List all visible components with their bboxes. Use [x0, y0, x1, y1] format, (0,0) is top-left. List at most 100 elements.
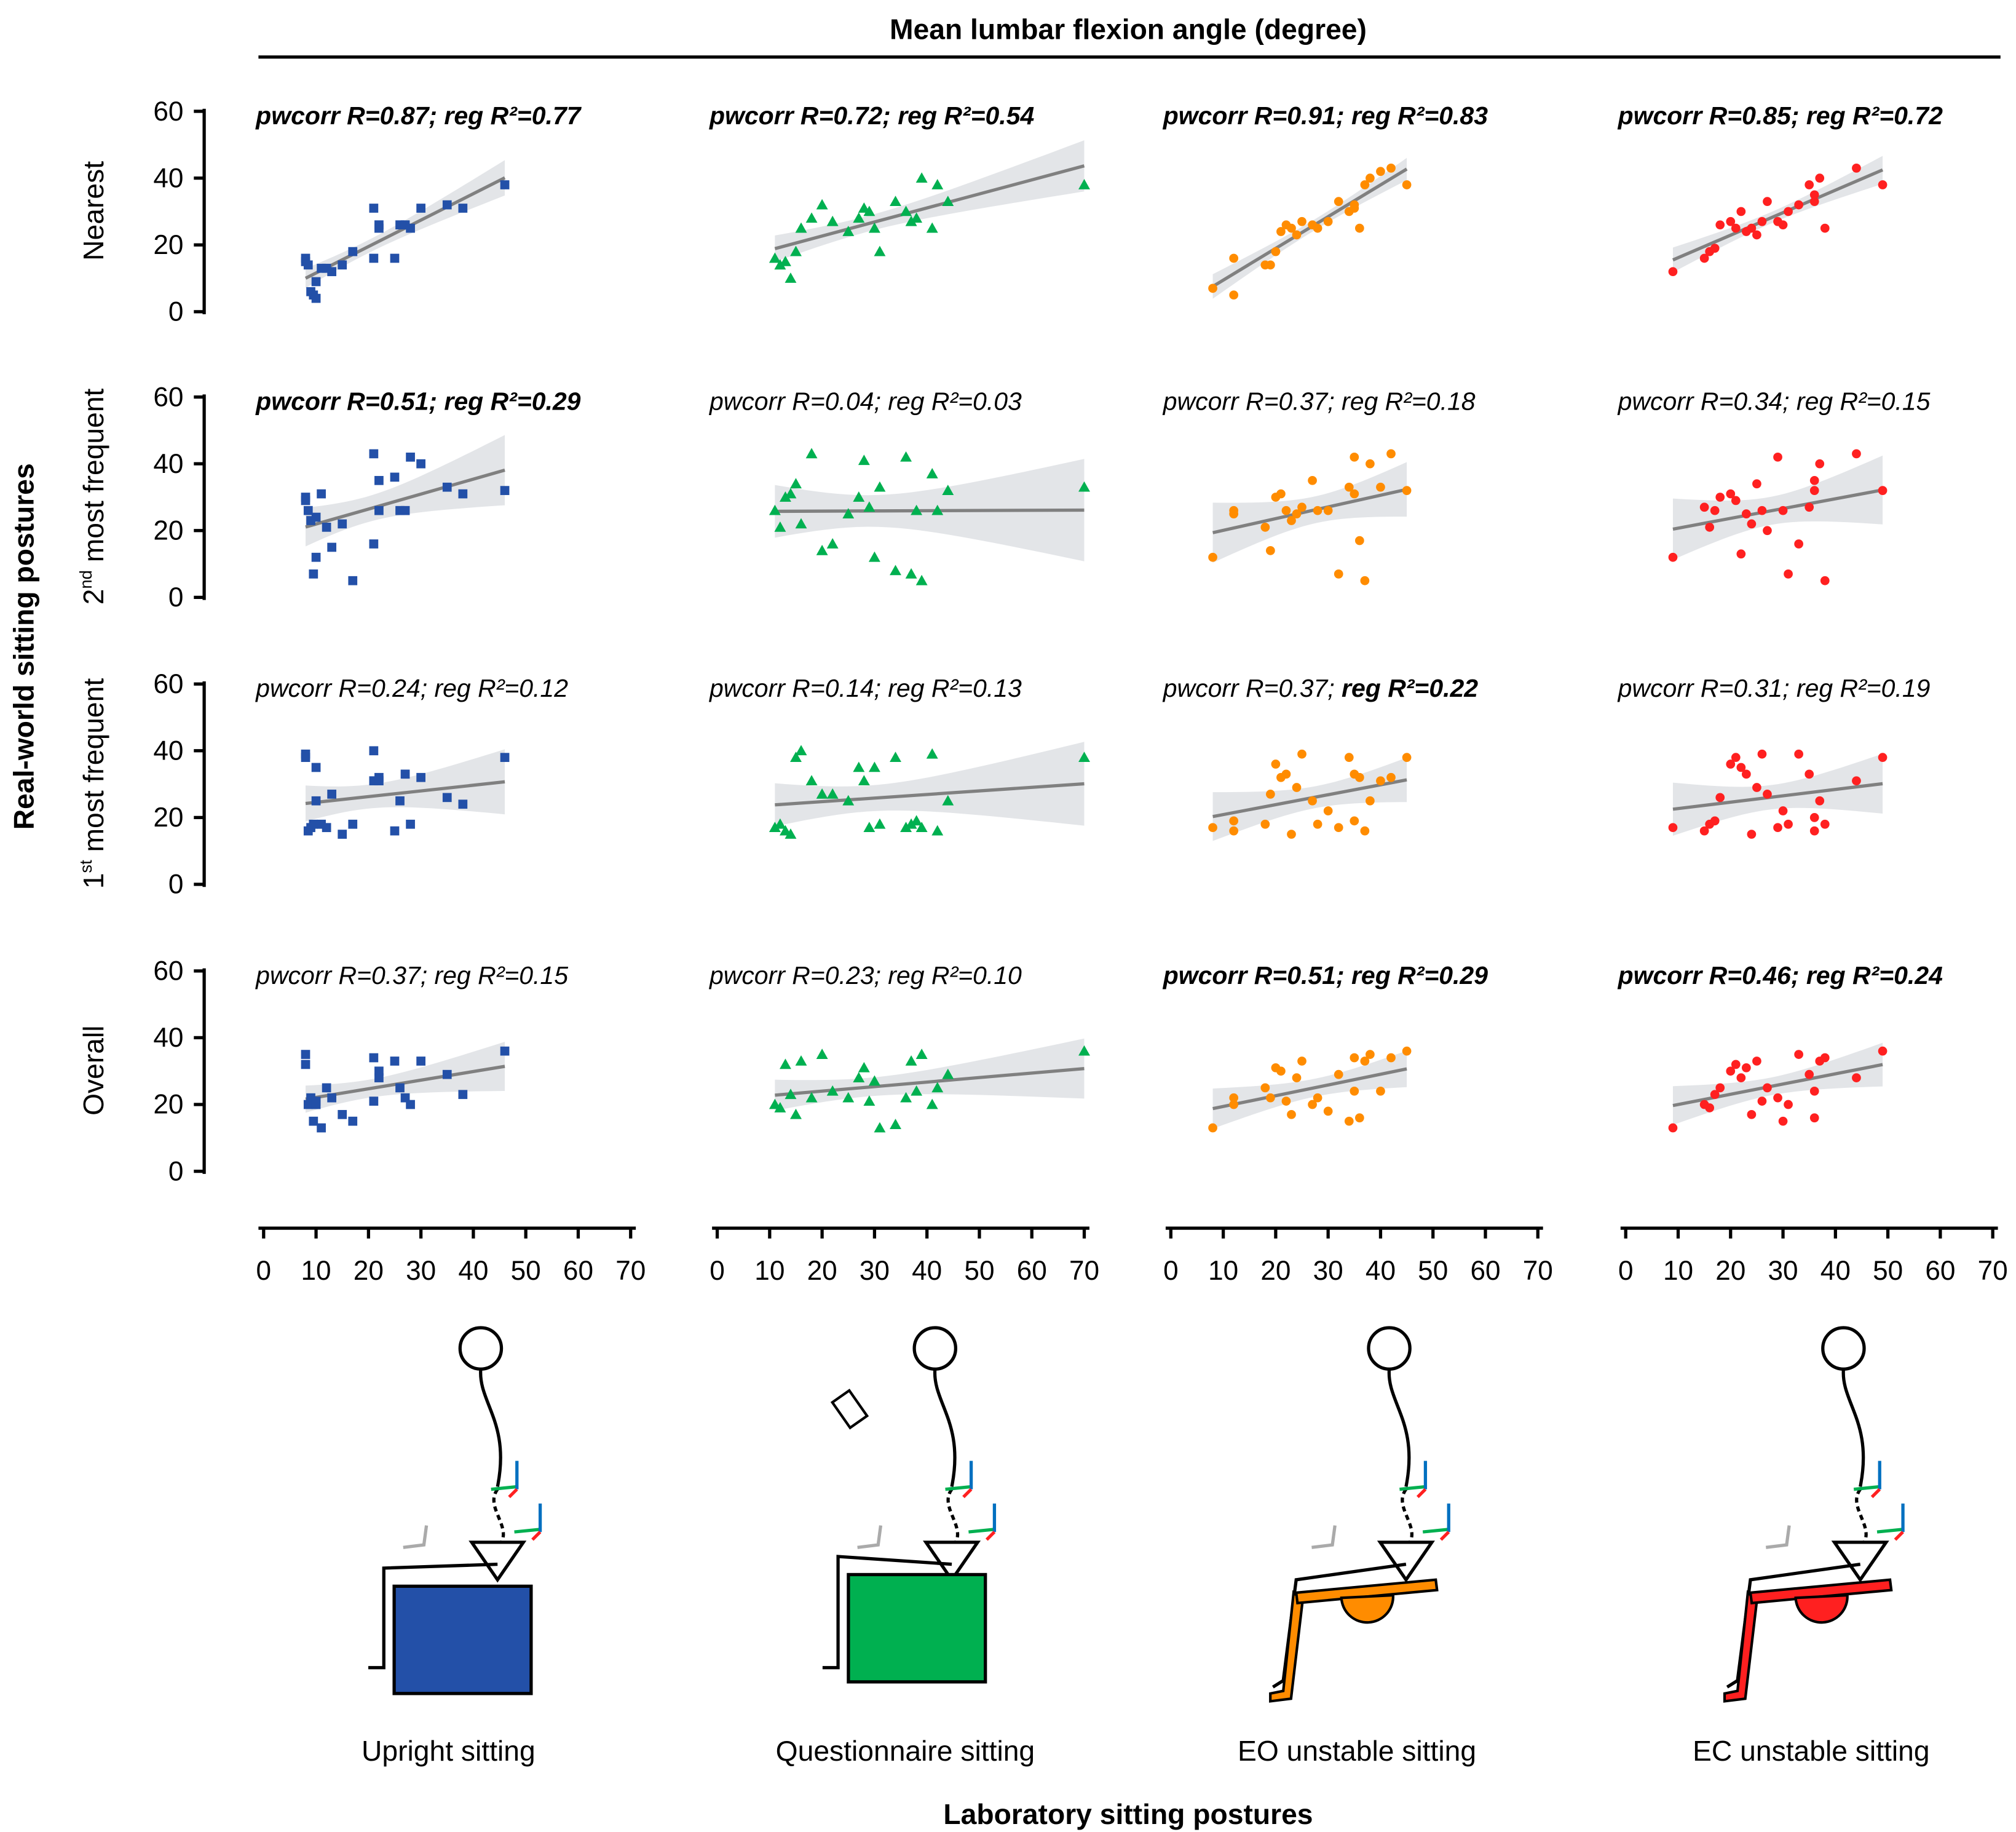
data-point: [915, 574, 928, 585]
data-point: [1271, 759, 1281, 769]
data-point: [369, 1096, 379, 1106]
regression-line: [1672, 1063, 1883, 1108]
data-point: [322, 522, 331, 532]
data-point: [1747, 1109, 1757, 1119]
regression-line: [775, 1066, 1085, 1097]
scatter-panel: pwcorr R=0.31; reg R²=0.19: [1617, 674, 1930, 839]
data-point: [1208, 823, 1217, 833]
annotation-part: pwcorr R=0.04;: [708, 387, 881, 416]
data-point: [1773, 452, 1782, 462]
data-point: [1752, 230, 1761, 240]
data-point: [317, 489, 326, 499]
y-tick-label: 40: [153, 1023, 183, 1053]
data-point: [458, 1090, 468, 1100]
data-point: [1266, 545, 1275, 555]
data-point: [1354, 223, 1364, 233]
data-point: [1229, 1100, 1239, 1109]
data-point: [390, 826, 400, 836]
scatter-panel: pwcorr R=0.37; reg R²=0.22: [1162, 674, 1478, 841]
data-point: [442, 482, 452, 492]
data-point: [1809, 486, 1819, 495]
sensor-axis-icon: [508, 1488, 518, 1499]
data-point: [1742, 769, 1751, 779]
data-point: [1402, 180, 1412, 189]
annotation-part: pwcorr R=0.37;: [255, 961, 427, 989]
data-point: [774, 259, 786, 270]
data-point: [816, 544, 828, 555]
sensor-axis-icon: [491, 1485, 518, 1491]
annotation-part: reg R²=0.72: [1799, 101, 1943, 130]
data-point: [1852, 776, 1861, 786]
data-point: [1334, 1069, 1343, 1079]
data-point: [322, 823, 331, 833]
data-point: [374, 1066, 384, 1076]
data-point: [1281, 769, 1291, 779]
data-point: [1715, 493, 1725, 502]
annotation-part: reg R²=0.15: [1790, 387, 1931, 416]
data-point: [369, 253, 379, 263]
data-point: [1308, 796, 1317, 806]
panel-annotation: pwcorr R=0.23; reg R²=0.10: [708, 961, 1022, 989]
sensor-axis-icon: [1853, 1485, 1880, 1491]
x-tick-label: 60: [1925, 1256, 1955, 1286]
sensor-axis-icon: [962, 1488, 973, 1499]
data-point: [853, 491, 865, 502]
annotation-part: reg R²=0.77: [437, 101, 582, 130]
row-label-main: Nearest: [77, 161, 109, 261]
data-point: [874, 1122, 886, 1133]
data-point: [1266, 1093, 1275, 1103]
data-point: [868, 761, 880, 772]
data-point: [1794, 1050, 1803, 1059]
data-point: [348, 576, 358, 585]
data-point: [1852, 449, 1861, 459]
x-tick-label: 10: [301, 1256, 331, 1286]
data-point: [1323, 506, 1333, 515]
data-point: [1805, 502, 1814, 512]
data-point: [900, 822, 912, 833]
y-tick-label: 60: [153, 956, 183, 986]
y-tick-label: 20: [153, 803, 183, 833]
head-icon: [1821, 1326, 1866, 1371]
x-tick-label: 0: [710, 1256, 725, 1286]
data-point: [863, 822, 876, 833]
data-point: [1376, 1086, 1385, 1096]
data-point: [1313, 506, 1322, 515]
data-point: [1260, 819, 1270, 829]
regression-line: [774, 164, 1085, 250]
data-point: [931, 504, 944, 515]
panel-annotation: pwcorr R=0.04; reg R²=0.03: [708, 387, 1022, 416]
data-point: [301, 1050, 310, 1059]
data-point: [1731, 223, 1741, 233]
data-point: [301, 493, 310, 502]
data-point: [816, 199, 828, 210]
data-point: [374, 220, 384, 230]
y-tick-label: 40: [153, 449, 183, 479]
data-point: [1794, 200, 1803, 210]
data-point: [926, 1098, 938, 1109]
data-point: [301, 753, 310, 763]
data-point: [1276, 1066, 1286, 1076]
panel-annotation: pwcorr R=0.91; reg R²=0.83: [1163, 101, 1488, 130]
data-point: [327, 1093, 337, 1103]
wobble-base: [1340, 1593, 1394, 1624]
data-point: [790, 1108, 802, 1119]
data-point: [1726, 759, 1736, 769]
x-tick-label: 10: [1663, 1256, 1693, 1286]
panel-annotation: pwcorr R=0.14; reg R²=0.13: [708, 674, 1022, 702]
data-point: [1736, 763, 1746, 772]
confidence-band: [775, 140, 1085, 262]
x-tick-label: 0: [1618, 1256, 1634, 1286]
data-point: [785, 488, 797, 499]
scatter-panel: pwcorr R=0.51; reg R²=0.29: [1163, 961, 1488, 1133]
data-point: [1297, 216, 1306, 226]
data-point: [1752, 1057, 1761, 1066]
leg-line: [822, 1555, 952, 1670]
data-point: [1297, 1057, 1306, 1066]
data-point: [1715, 793, 1725, 803]
data-point: [842, 1092, 855, 1103]
data-point: [1266, 260, 1275, 270]
data-point: [1736, 207, 1746, 216]
spine-line: [479, 1369, 502, 1488]
panel-annotation: pwcorr R=0.51; reg R²=0.29: [1163, 961, 1488, 989]
data-point: [1794, 539, 1803, 549]
